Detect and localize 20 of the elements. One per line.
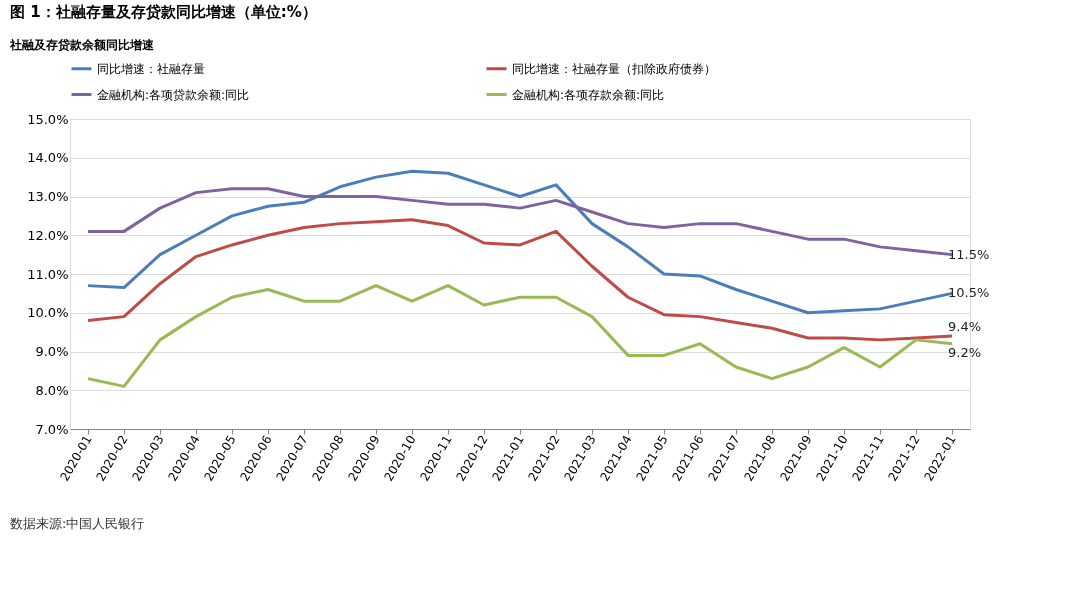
- y-tick-label: 9.0%: [35, 344, 69, 359]
- chart-subtitle: 社融及存贷款余额同比增速: [9, 38, 155, 52]
- legend-label: 同比增速：社融存量: [97, 61, 205, 76]
- y-tick-label: 14.0%: [27, 150, 69, 166]
- legend-label: 同比增速：社融存量（扣除政府债券）: [512, 61, 716, 76]
- legend-label: 金融机构:各项存款余额:同比: [512, 87, 665, 102]
- y-tick-label: 11.0%: [27, 266, 69, 282]
- y-tick-label: 8.0%: [35, 382, 69, 398]
- data-label: 10.5%: [948, 285, 990, 301]
- data-label: 9.4%: [948, 319, 982, 334]
- data-label: 9.2%: [948, 344, 982, 360]
- source-note: 数据来源:中国人民银行: [10, 516, 145, 531]
- y-tick-label: 7.0%: [35, 421, 69, 437]
- y-tick-label: 10.0%: [27, 305, 69, 321]
- y-tick-label: 15.0%: [27, 111, 69, 127]
- legend-label: 金融机构:各项贷款余额:同比: [97, 87, 250, 102]
- data-label: 11.5%: [948, 246, 990, 262]
- y-tick-label: 12.0%: [27, 227, 69, 243]
- chart-title: 图 1：社融存量及存贷款同比增速（单位:%）: [10, 3, 317, 21]
- y-tick-label: 13.0%: [27, 189, 69, 204]
